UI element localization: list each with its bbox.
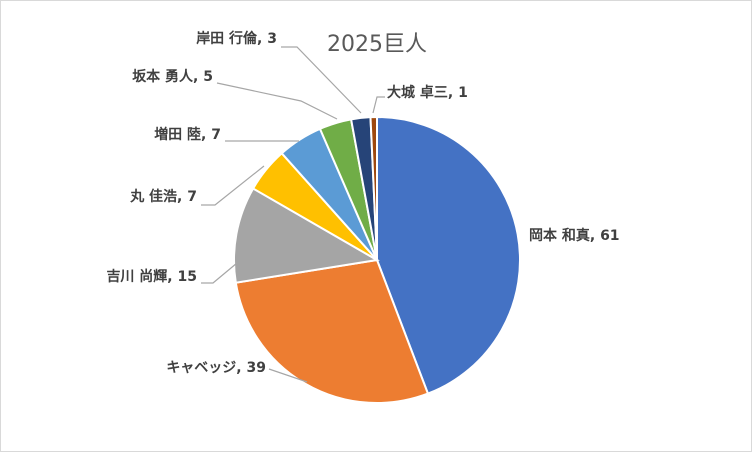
pie-slice-1 xyxy=(376,115,521,395)
pie-slice-8 xyxy=(369,115,378,261)
data-label-7: 岸田 行倫, 3 xyxy=(196,30,277,47)
data-label-6: 坂本 勇人, 5 xyxy=(132,68,213,85)
data-label-3: 吉川 尚輝, 15 xyxy=(106,268,197,285)
leader-line-7 xyxy=(281,46,362,114)
pie-slice-2 xyxy=(234,258,430,404)
data-label-5: 増田 陸, 7 xyxy=(154,126,221,143)
leader-line-3 xyxy=(201,262,238,284)
data-label-8: 大城 卓三, 1 xyxy=(387,84,468,101)
leader-line-8 xyxy=(372,96,385,114)
leader-lines xyxy=(201,46,385,383)
chart-title: 2025巨人 xyxy=(327,32,427,57)
data-label-1: 岡本 和真, 61 xyxy=(529,227,620,244)
leader-line-4 xyxy=(201,165,265,206)
leader-line-6 xyxy=(216,82,338,120)
leader-line-2 xyxy=(268,368,308,383)
pie-slices xyxy=(233,115,521,404)
pie-slice-3 xyxy=(233,187,380,284)
data-label-2: キャベッジ, 39 xyxy=(166,360,266,376)
data-labels: 岡本 和真, 61 キャベッジ, 39 吉川 尚輝, 15 丸 佳浩, 7 増田 陸, … xyxy=(106,30,619,376)
data-label-4: 丸 佳浩, 7 xyxy=(129,188,197,205)
